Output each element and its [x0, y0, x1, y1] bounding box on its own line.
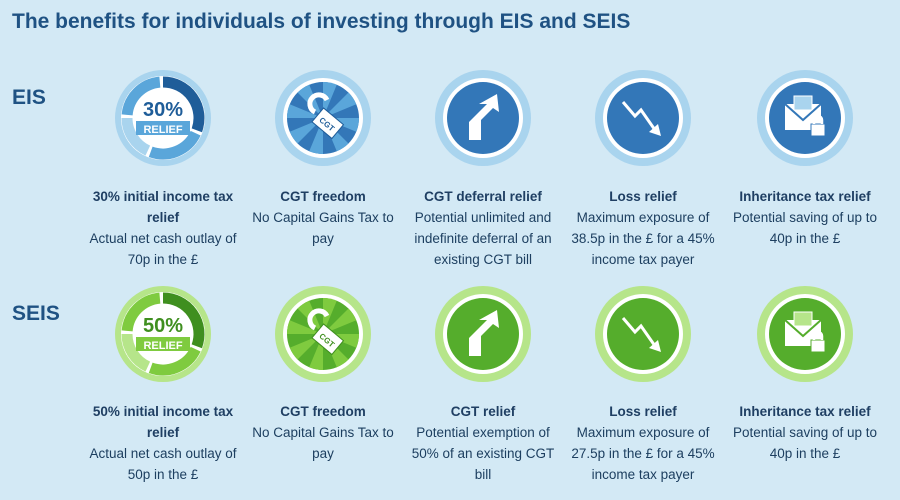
icon-text: 30%	[143, 99, 183, 121]
lock	[810, 123, 826, 137]
lock	[810, 339, 826, 353]
envelope-flap	[784, 103, 822, 122]
item-heading: Inheritance tax relief	[739, 404, 871, 419]
item-description: Actual net cash outlay of 50p in the £	[89, 446, 237, 482]
tag: CGT	[311, 107, 345, 140]
item-text: Inheritance tax relief Potential saving o…	[730, 186, 880, 249]
gauge-arc	[121, 117, 151, 156]
item-text: CGT relief Potential exemption of 50% of …	[408, 401, 558, 485]
lock-shackle	[812, 330, 824, 340]
lock-shackle	[812, 114, 824, 124]
burst-wedge	[323, 82, 337, 118]
gauge-arc	[148, 346, 201, 376]
letter	[793, 311, 813, 327]
envelope-flap	[784, 319, 822, 338]
section-label: SEIS	[12, 302, 60, 325]
icon: 30% RELIEF	[115, 70, 211, 166]
item-description: No Capital Gains Tax to pay	[252, 425, 394, 461]
icon: CGT	[275, 286, 371, 382]
title: The benefits for individuals of investin…	[12, 10, 631, 33]
item-heading: Loss relief	[609, 189, 677, 204]
tag-body	[311, 323, 345, 356]
tag-loop	[307, 308, 330, 331]
item-text: CGT freedom No Capital Gains Tax to pay	[248, 186, 398, 249]
item-heading: CGT freedom	[280, 404, 366, 419]
icon-band	[136, 337, 190, 351]
burst-wedge	[323, 92, 357, 118]
item-description: Maximum exposure of 27.5p in the £ for a…	[571, 425, 715, 482]
item-text: 30% initial income tax relief Actual net …	[88, 186, 238, 270]
arrow	[469, 94, 499, 140]
item-description: Potential unlimited and indefinite defer…	[414, 210, 552, 267]
gauge-arc	[162, 292, 205, 349]
tag-body	[311, 107, 345, 140]
item-text: CGT freedom No Capital Gains Tax to pay	[248, 401, 398, 464]
item-heading: 30% initial income tax relief	[92, 189, 234, 225]
tag-loop	[307, 92, 330, 115]
icon-subtext: RELIEF	[143, 124, 182, 136]
icon	[757, 286, 853, 382]
icon-band	[136, 121, 190, 135]
trend	[621, 101, 657, 131]
icon	[435, 286, 531, 382]
item-text: Loss relief Maximum exposure of 27.5p in …	[568, 401, 718, 485]
item-description: Potential exemption of 50% of an existin…	[411, 425, 555, 482]
icon-core	[607, 298, 679, 370]
icon-core	[607, 82, 679, 154]
trend	[621, 317, 657, 347]
tag: CGT	[311, 323, 345, 356]
icon	[595, 70, 691, 166]
burst-wedge	[323, 298, 337, 334]
item-heading: CGT freedom	[280, 189, 366, 204]
item-description: Potential saving of up to 40p in the £	[732, 210, 878, 246]
trend-head	[649, 340, 661, 352]
item-heading: CGT deferral relief	[424, 189, 542, 204]
item-text: Inheritance tax relief Potential saving o…	[730, 401, 880, 464]
burst-wedge	[287, 104, 323, 118]
item-heading: CGT relief	[450, 404, 516, 419]
gauge-arc	[121, 76, 161, 116]
icon: CGT	[275, 70, 371, 166]
trend-head	[649, 124, 661, 136]
item-heading: Loss relief	[609, 404, 677, 419]
gauge-arc	[121, 292, 161, 332]
icon: 50% RELIEF	[115, 286, 211, 382]
section-label: EIS	[12, 86, 46, 109]
icon-text: 50%	[143, 315, 183, 337]
item-heading: 50% initial income tax relief	[92, 404, 234, 440]
item-text: CGT deferral relief Potential unlimited a…	[408, 186, 558, 270]
gauge-arc	[121, 333, 151, 372]
arrow	[469, 310, 499, 356]
item-text: Loss relief Maximum exposure of 38.5p in …	[568, 186, 718, 270]
item-text: 50% initial income tax relief Actual net …	[88, 401, 238, 485]
item-description: Potential saving of up to 40p in the £	[732, 425, 878, 461]
icon	[757, 70, 853, 166]
icon	[595, 286, 691, 382]
letter	[793, 95, 813, 111]
gauge-arc	[162, 76, 205, 133]
gauge-arc	[148, 130, 201, 160]
burst-wedge	[287, 320, 323, 334]
item-description: Maximum exposure of 38.5p in the £ for a…	[571, 210, 715, 267]
item-heading: Inheritance tax relief	[739, 189, 871, 204]
item-description: Actual net cash outlay of 70p in the £	[89, 231, 237, 267]
icon	[435, 70, 531, 166]
icon-subtext: RELIEF	[143, 340, 182, 352]
burst-wedge	[323, 308, 357, 334]
item-description: No Capital Gains Tax to pay	[252, 210, 394, 246]
